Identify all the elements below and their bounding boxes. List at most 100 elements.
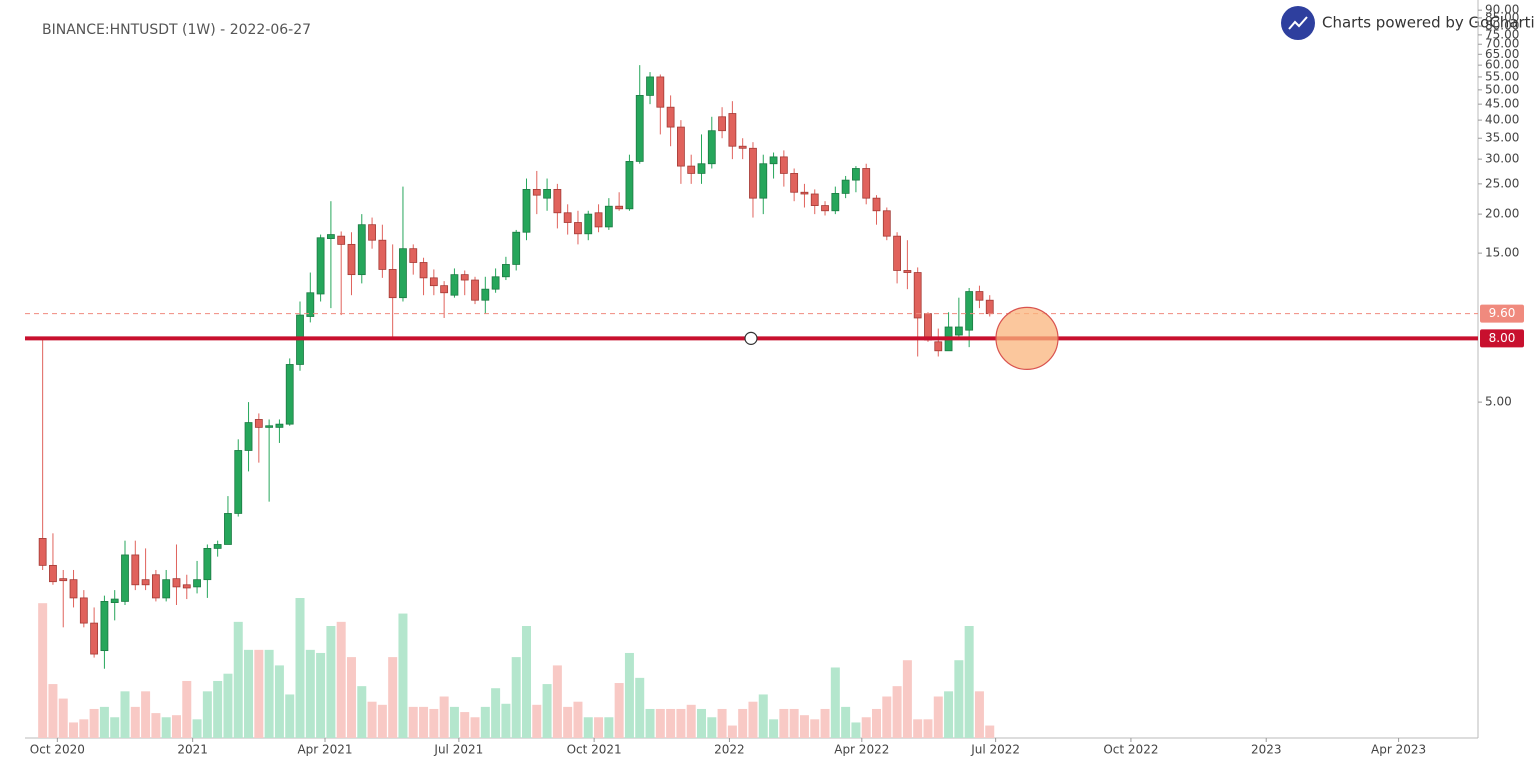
y-tick-label: 65.00 [1485,47,1519,61]
volume-bar [130,706,140,738]
candle-body [831,193,840,212]
y-tick-label: 20.00 [1485,207,1519,221]
volume-bar [419,706,429,738]
volume-bar [645,708,655,738]
watermark: Charts powered by GoCharting [1322,14,1536,32]
volume-bar [161,717,171,738]
candle-body [779,156,788,174]
candle-body [172,578,181,588]
y-tick-label: 45.00 [1485,97,1519,111]
candle-body [193,579,201,588]
volume-bar [346,657,356,738]
chart-title: BINANCE:HNTUSDT (1W) - 2022-06-27 [42,22,311,38]
y-tick-label: 35.00 [1485,131,1519,145]
candle-body [275,423,284,428]
candle-body [872,197,881,212]
volume-bar [377,704,387,738]
candle-body [141,579,150,586]
price-label: 9.60 [1489,306,1516,320]
candle-body [718,116,726,132]
volume-bar [449,706,459,738]
volume-bar [799,715,809,738]
candle-body [954,326,963,336]
candle-body [646,76,654,96]
volume-bar [120,691,130,738]
volume-bar [902,660,912,738]
volume-bar [244,649,254,738]
volume-bar [48,684,58,738]
candle-body [985,299,994,315]
y-tick-label: 50.00 [1485,82,1519,96]
volume-bar [748,701,758,738]
volume-bar [388,657,398,738]
candle-body [491,276,500,290]
candle-body [306,292,315,317]
volume-bar [779,708,789,738]
volume-bar [872,708,882,738]
volume-bar [594,717,604,738]
candle-body [563,212,572,223]
brand-logo-icon [1288,16,1308,30]
volume-bar [810,719,820,738]
candle-body [429,277,438,287]
candle-body [481,288,490,301]
y-tick-label: 90.00 [1485,3,1519,17]
candle-body [738,145,747,149]
candle-body [862,168,871,199]
volume-bar [933,696,943,738]
candle-body [203,548,212,581]
candle-body [625,161,634,210]
candle-body [357,224,366,276]
volume-bar [563,706,573,738]
y-tick-label: 30.00 [1485,152,1519,166]
brand: Charts powered by GoCharting [1281,6,1536,40]
candle-body [254,419,263,428]
volume-bar [676,708,686,738]
x-tick-label: Apr 2023 [1371,743,1426,757]
candle-body [687,165,696,174]
volume-bar [666,708,676,738]
volume-bar [171,715,181,738]
candle-body [728,113,737,147]
volume-bar [233,621,243,738]
volume-bar [460,712,470,738]
candle-body [522,188,531,233]
volume-bar [491,688,501,738]
volume-bar [408,706,418,738]
candle-body [460,274,469,281]
volume-bar [635,677,645,738]
volume-bar [398,613,408,738]
y-tick-label: 25.00 [1485,176,1519,190]
volume-bar [326,626,336,738]
candle-body [841,179,850,194]
candle-body [769,156,778,165]
candle-body [49,564,57,583]
volume-bar [707,717,717,738]
volume-bar [892,686,902,738]
volume-bar [974,691,984,738]
candle-body [821,205,829,212]
candle-body [532,188,541,196]
volume-bar [429,708,439,738]
price-label: 8.00 [1489,331,1516,345]
volume-bar [89,708,99,738]
y-tick-label: 5.00 [1485,395,1512,409]
volume-bar [686,704,696,738]
volume-bar [542,684,552,738]
volume-bar [861,717,871,738]
candle-body [584,213,593,235]
line-handle [744,331,758,345]
volume-bar [336,621,346,738]
volume-bar [141,691,151,738]
candle-body [543,188,551,199]
y-tick-label: 75.00 [1485,27,1519,41]
candle-body [656,76,665,108]
volume-bar [604,717,614,738]
highlight-circle [995,306,1059,370]
volume-bar [357,686,367,738]
candle-body [285,364,294,425]
x-tick-label: 2023 [1251,743,1282,757]
volume-bar [254,649,264,738]
candle-body [162,579,171,599]
candle-body [388,269,397,299]
